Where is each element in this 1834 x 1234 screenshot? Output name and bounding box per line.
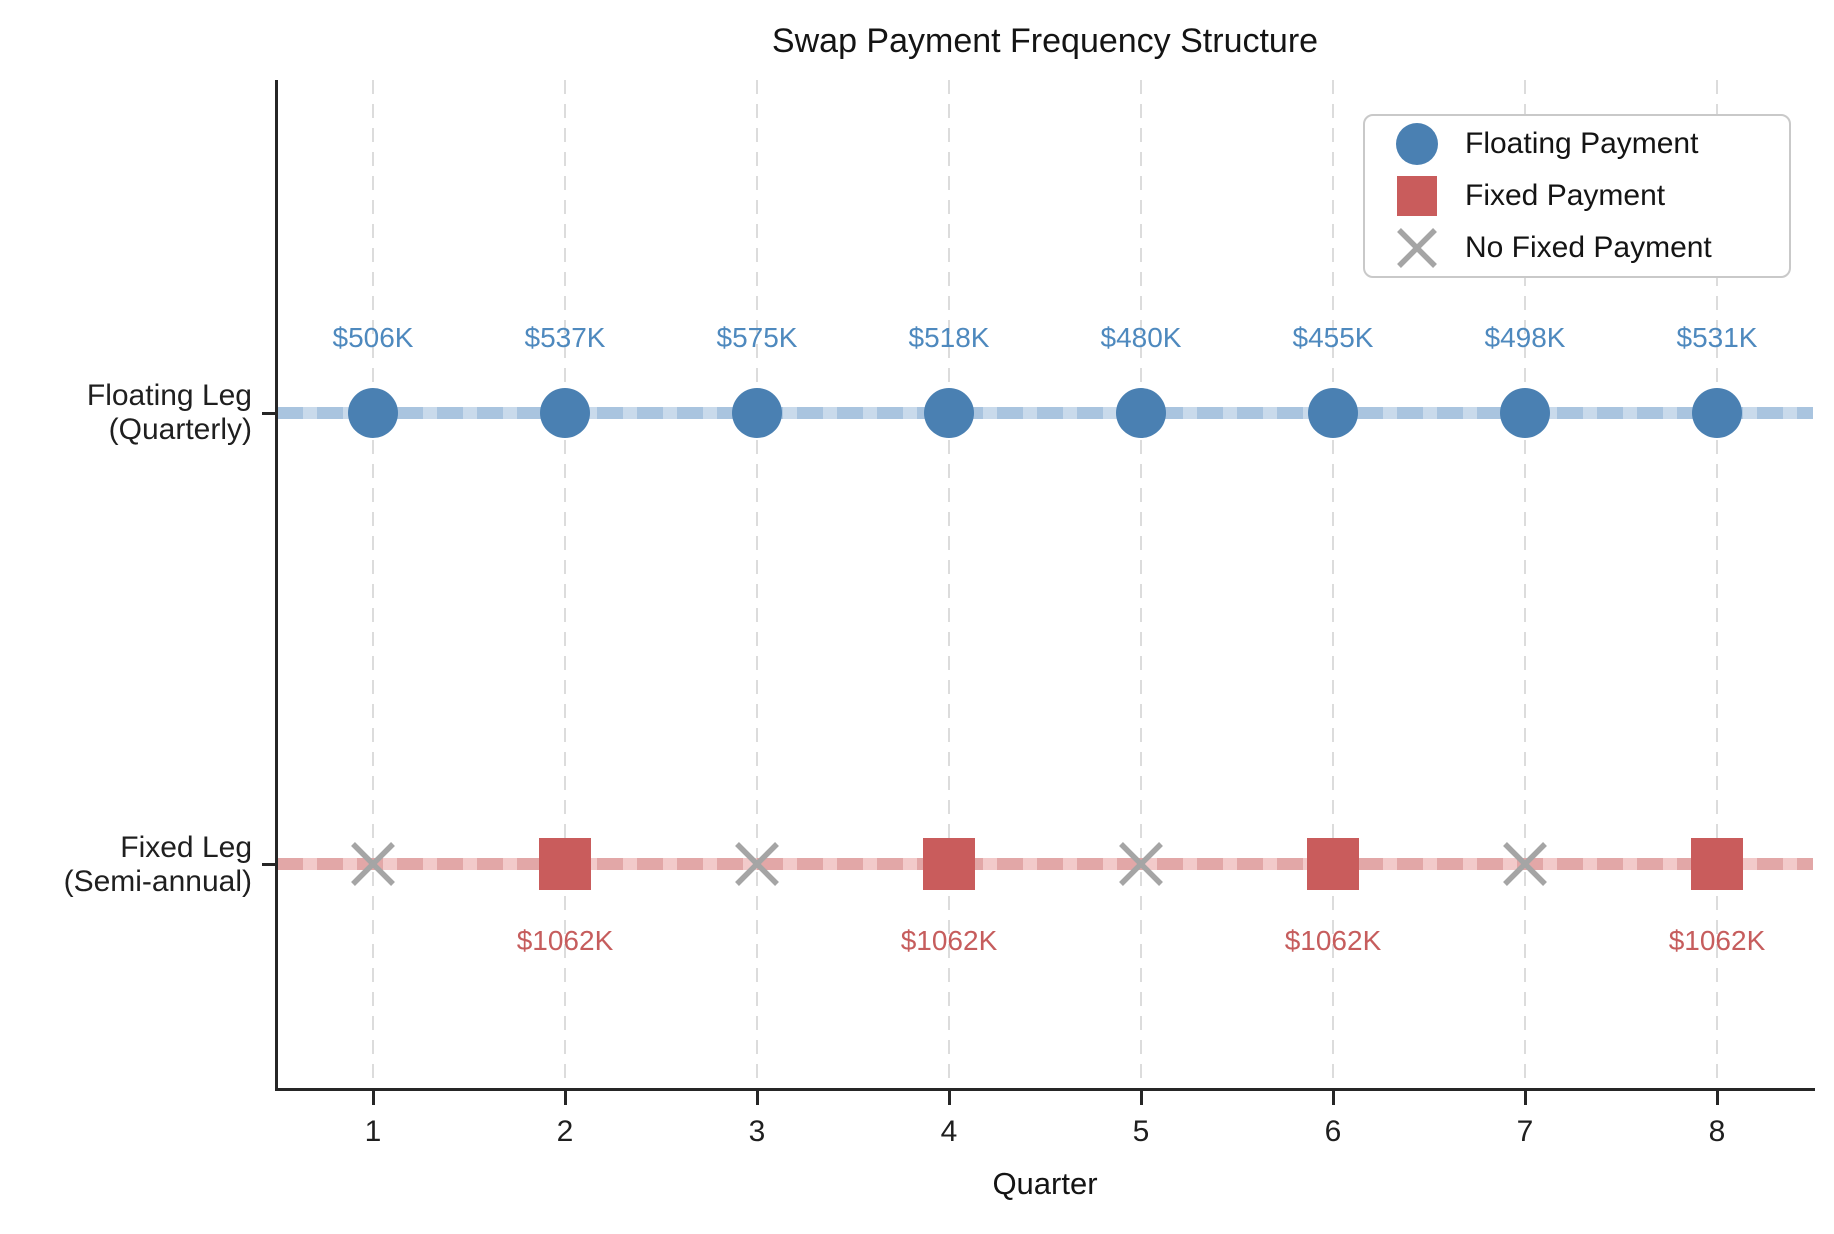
y-label-floating-line2: (Quarterly) (108, 413, 252, 446)
legend-item-no-fixed-payment: No Fixed Payment (1365, 225, 1789, 271)
floating-payment-marker-q8 (1692, 388, 1742, 438)
x-tick-label-q3: 3 (748, 1115, 766, 1148)
payment-value-label-floating-q3: $575K (716, 322, 798, 353)
legend-item-fixed-payment: Fixed Payment (1365, 173, 1789, 219)
floating-payment-marker-q4 (924, 388, 974, 438)
no-fixed-payment-marker-q7 (1502, 841, 1548, 887)
x-tick-q3 (755, 1088, 759, 1105)
x-marker-icon (1397, 228, 1437, 268)
gridline-q6 (1332, 80, 1334, 1090)
x-tick-q7 (1523, 1088, 1527, 1105)
x-tick-label-q4: 4 (940, 1115, 958, 1148)
gridline-q8 (1716, 80, 1718, 1090)
payment-value-label-fixed-q4: $1062K (900, 925, 998, 956)
x-tick-q1 (371, 1088, 375, 1105)
fixed-payment-marker-q6 (1307, 838, 1359, 890)
payment-value-label-floating-q8: $531K (1676, 322, 1758, 353)
x-tick-q2 (563, 1088, 567, 1105)
payment-value-label-floating-q6: $455K (1292, 322, 1374, 353)
payment-value-label-fixed-q2: $1062K (516, 925, 614, 956)
legend-item-floating-payment: Floating Payment (1365, 121, 1789, 167)
y-tick-floating (262, 411, 276, 415)
no-fixed-payment-marker-q1 (350, 841, 396, 887)
y-tick-label-floating-leg: Floating Leg (Quarterly) (87, 379, 252, 447)
y-label-fixed-line1: Fixed Leg (120, 831, 252, 864)
fixed-payment-marker-q2 (539, 838, 591, 890)
y-tick-fixed (262, 862, 276, 866)
gridline-q4 (948, 80, 950, 1090)
payment-value-label-floating-q4: $518K (908, 322, 990, 353)
payment-value-label-floating-q2: $537K (524, 322, 606, 353)
gridline-q7 (1524, 80, 1526, 1090)
x-tick-label-q5: 5 (1132, 1115, 1150, 1148)
x-axis-title: Quarter (992, 1166, 1098, 1201)
x-tick-q4 (947, 1088, 951, 1105)
x-tick-label-q8: 8 (1708, 1115, 1726, 1148)
legend-label-no-fixed: No Fixed Payment (1465, 231, 1712, 264)
floating-leg-dash-pattern (277, 407, 1813, 419)
x-tick-label-q1: 1 (364, 1115, 382, 1148)
gridline-q2 (564, 80, 566, 1090)
x-axis-spine (275, 1088, 1815, 1091)
floating-payment-marker-q7 (1500, 388, 1550, 438)
floating-payment-marker-q6 (1308, 388, 1358, 438)
floating-leg-timeline (277, 407, 1813, 419)
x-tick-label-q2: 2 (556, 1115, 574, 1148)
chart-title: Swap Payment Frequency Structure (771, 22, 1319, 60)
legend-label-fixed: Fixed Payment (1465, 179, 1666, 212)
fixed-payment-marker-q4 (923, 838, 975, 890)
y-label-fixed-line2: (Semi-annual) (63, 865, 252, 898)
y-tick-label-fixed-leg: Fixed Leg (Semi-annual) (64, 831, 252, 899)
x-tick-q6 (1331, 1088, 1335, 1105)
legend-label-floating: Floating Payment (1465, 127, 1699, 160)
payment-value-label-floating-q1: $506K (332, 322, 414, 353)
gridline-q1 (372, 80, 374, 1090)
fixed-leg-timeline (277, 858, 1813, 870)
legend-x-marker-icon (1391, 225, 1443, 271)
y-label-floating-line1: Floating Leg (86, 379, 252, 412)
no-fixed-payment-marker-q3 (734, 841, 780, 887)
fixed-leg-dash-pattern (277, 858, 1813, 870)
floating-payment-marker-q2 (540, 388, 590, 438)
circle-marker-icon (1396, 123, 1438, 165)
fixed-payment-marker-q8 (1691, 838, 1743, 890)
legend-floating-circle-icon (1391, 123, 1443, 165)
payment-value-label-floating-q5: $480K (1100, 322, 1182, 353)
payment-value-label-fixed-q8: $1062K (1668, 925, 1766, 956)
x-tick-label-q6: 6 (1324, 1115, 1342, 1148)
no-fixed-payment-marker-q5 (1118, 841, 1164, 887)
floating-payment-marker-q1 (348, 388, 398, 438)
gridline-q5 (1140, 80, 1142, 1090)
legend: Floating Payment Fixed Payment No Fixed … (1363, 114, 1791, 278)
legend-fixed-square-icon (1391, 176, 1443, 216)
payment-value-label-floating-q7: $498K (1484, 322, 1566, 353)
x-tick-q8 (1715, 1088, 1719, 1105)
square-marker-icon (1397, 176, 1437, 216)
x-tick-q5 (1139, 1088, 1143, 1105)
x-tick-label-q7: 7 (1516, 1115, 1534, 1148)
floating-payment-marker-q5 (1116, 388, 1166, 438)
floating-payment-marker-q3 (732, 388, 782, 438)
y-axis-spine (275, 80, 278, 1091)
gridline-q3 (756, 80, 758, 1090)
payment-value-label-fixed-q6: $1062K (1284, 925, 1382, 956)
